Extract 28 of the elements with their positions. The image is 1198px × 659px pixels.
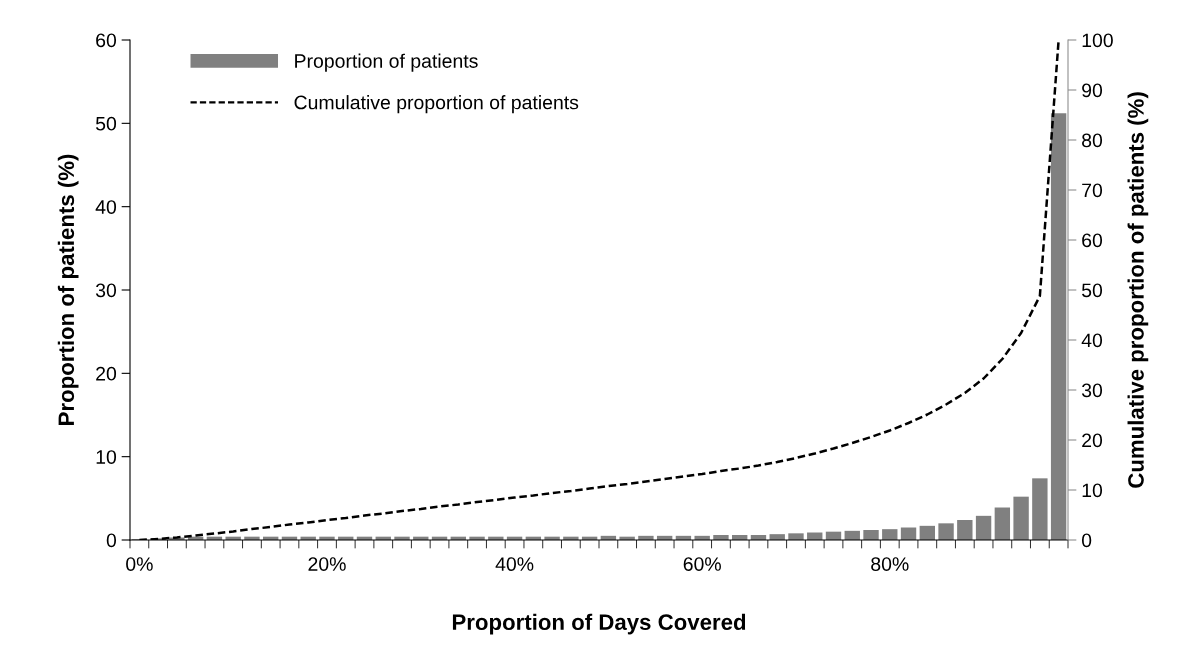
y2-tick-label: 20: [1082, 433, 1103, 448]
x-tick-label: 20%: [308, 557, 346, 571]
y-tick-label: 60: [96, 33, 117, 48]
y-tick-label: 20: [96, 366, 117, 381]
x-tick-label: 0%: [126, 557, 153, 571]
y2-tick-label: 10: [1082, 483, 1103, 498]
y-tick-label: 50: [95, 116, 117, 131]
y-tick-label: 30: [95, 283, 117, 298]
y-tick-label: 0: [106, 533, 117, 548]
y2-tick-label: 60: [1082, 233, 1103, 248]
y2-tick-label: 30: [1081, 383, 1103, 398]
y2-tick-label: 40: [1081, 333, 1103, 348]
y2-axis-title: Cumulative proportion of patients (%): [1127, 92, 1149, 488]
y2-tick-label: 100: [1082, 33, 1113, 48]
legend-label: Proportion of patients: [295, 53, 478, 72]
x-tick-label: 80%: [871, 557, 909, 571]
x-tick-label: 40%: [495, 557, 534, 571]
y-tick-label: 40: [95, 200, 117, 214]
x-axis-title: Proportion of Days Covered: [452, 613, 746, 635]
legend-label: Cumulative proportion of patients: [294, 95, 579, 114]
y2-tick-label: 70: [1082, 183, 1103, 198]
y-axis-title: Proportion of patients (%): [57, 154, 79, 425]
y2-tick-label: 80: [1082, 133, 1103, 148]
y-tick-label: 10: [96, 450, 117, 464]
y2-tick-label: 0: [1081, 533, 1092, 548]
x-tick-label: 60%: [683, 557, 721, 571]
y2-tick-label: 50: [1081, 283, 1103, 298]
y2-tick-label: 90: [1082, 83, 1103, 98]
